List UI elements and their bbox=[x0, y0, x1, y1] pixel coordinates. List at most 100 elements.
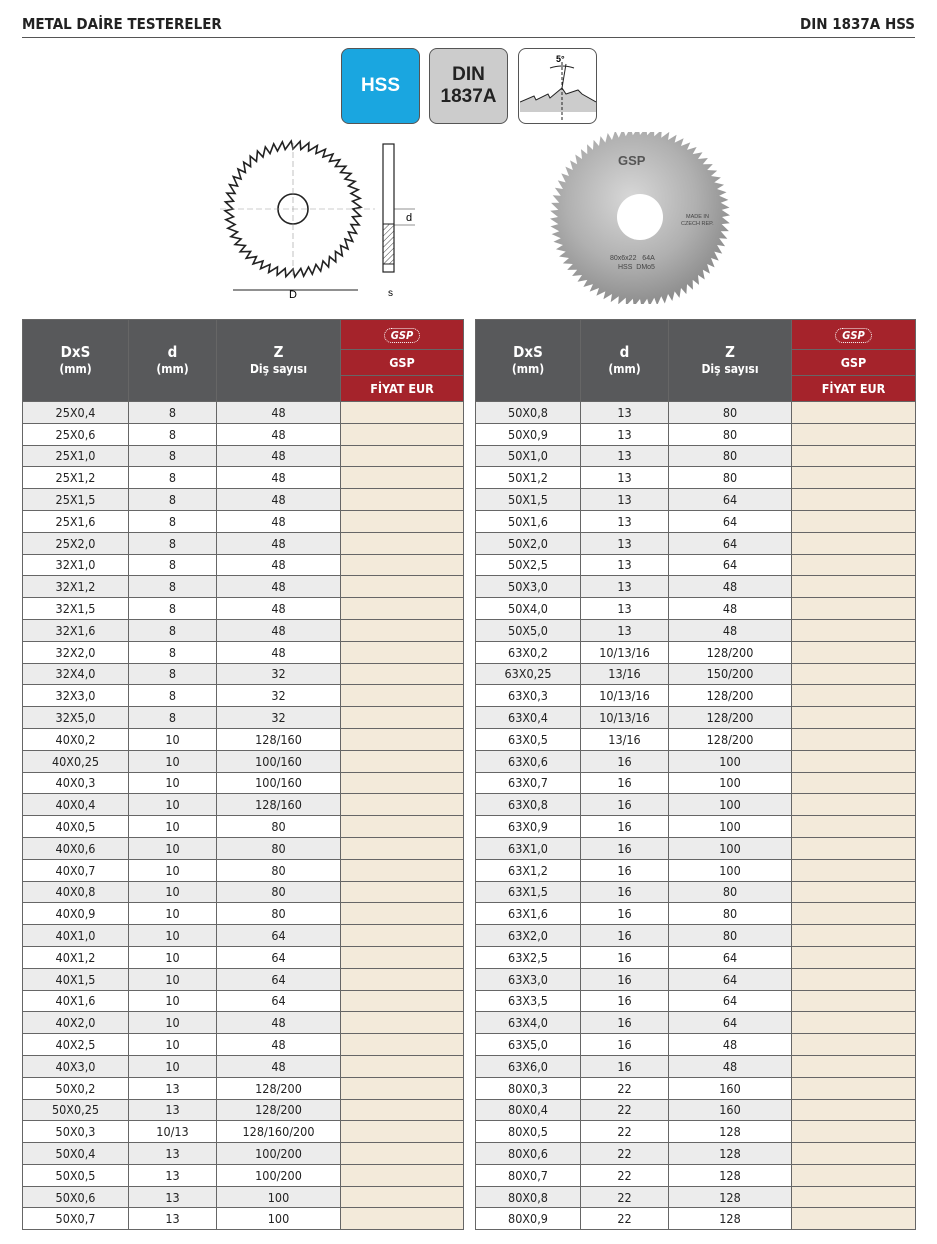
cell-price[interactable] bbox=[340, 1054, 464, 1078]
cell-dxs: 63X2,5 bbox=[475, 945, 581, 969]
cell-price[interactable] bbox=[791, 1033, 916, 1056]
cell-dxs: 40X1,6 bbox=[22, 989, 129, 1013]
cell-dxs: 32X5,0 bbox=[22, 706, 129, 729]
cell-price[interactable] bbox=[340, 1163, 464, 1187]
cell-d: 8 bbox=[128, 509, 217, 533]
cell-z: 80 bbox=[668, 401, 792, 424]
cell-z: 80 bbox=[668, 902, 792, 926]
cell-price[interactable] bbox=[791, 597, 916, 620]
cell-price[interactable] bbox=[340, 1207, 464, 1231]
cell-price[interactable] bbox=[340, 793, 464, 817]
cell-price[interactable] bbox=[340, 422, 464, 446]
cell-price[interactable] bbox=[791, 1120, 916, 1144]
cell-d: 16 bbox=[580, 815, 669, 838]
cell-price[interactable] bbox=[340, 1120, 464, 1144]
cell-price[interactable] bbox=[791, 444, 916, 468]
cell-price[interactable] bbox=[791, 684, 916, 708]
cell-z: 48 bbox=[216, 597, 341, 620]
cell-price[interactable] bbox=[340, 967, 464, 991]
cell-price[interactable] bbox=[340, 706, 464, 729]
cell-price[interactable] bbox=[340, 466, 464, 490]
price-table-right: DxS (mm) d (mm) Z Diş sayısı GSP GSP FİYAT … bbox=[475, 319, 916, 1231]
cell-price[interactable] bbox=[791, 749, 916, 773]
cell-price[interactable] bbox=[340, 1033, 464, 1056]
cell-price[interactable] bbox=[791, 815, 916, 838]
cell-price[interactable] bbox=[340, 1142, 464, 1165]
cell-price[interactable] bbox=[791, 902, 916, 926]
cell-price[interactable] bbox=[791, 771, 916, 795]
cell-price[interactable] bbox=[791, 793, 916, 817]
cell-price[interactable] bbox=[791, 618, 916, 642]
cell-price[interactable] bbox=[340, 575, 464, 599]
cell-d: 10/13/16 bbox=[580, 706, 669, 729]
cell-price[interactable] bbox=[340, 488, 464, 511]
cell-price[interactable] bbox=[791, 640, 916, 664]
cell-price[interactable] bbox=[791, 945, 916, 969]
cell-price[interactable] bbox=[791, 401, 916, 424]
cell-price[interactable] bbox=[791, 924, 916, 947]
cell-price[interactable] bbox=[791, 553, 916, 577]
cell-dxs: 25X0,6 bbox=[22, 422, 129, 446]
cell-price[interactable] bbox=[340, 945, 464, 969]
cell-price[interactable] bbox=[791, 1185, 916, 1209]
cell-price[interactable] bbox=[340, 444, 464, 468]
cell-price[interactable] bbox=[791, 662, 916, 686]
cell-price[interactable] bbox=[340, 771, 464, 795]
cell-d: 10 bbox=[128, 1033, 217, 1056]
cell-price[interactable] bbox=[340, 989, 464, 1013]
cell-d: 13 bbox=[128, 1142, 217, 1165]
cell-price[interactable] bbox=[791, 488, 916, 511]
cell-z: 100 bbox=[668, 858, 792, 882]
cell-dxs: 63X1,6 bbox=[475, 902, 581, 926]
cell-price[interactable] bbox=[340, 509, 464, 533]
cell-price[interactable] bbox=[791, 1054, 916, 1078]
cell-price[interactable] bbox=[340, 531, 464, 555]
cell-price[interactable] bbox=[340, 1098, 464, 1122]
cell-z: 100 bbox=[216, 1207, 341, 1231]
cell-price[interactable] bbox=[791, 727, 916, 751]
cell-price[interactable] bbox=[340, 553, 464, 577]
cell-price[interactable] bbox=[340, 749, 464, 773]
cell-price[interactable] bbox=[791, 836, 916, 860]
cell-price[interactable] bbox=[791, 967, 916, 991]
cell-d: 13 bbox=[128, 1163, 217, 1187]
table-row: 63X1,5 16 80 bbox=[475, 880, 916, 904]
cell-z: 48 bbox=[216, 1054, 341, 1078]
cell-price[interactable] bbox=[791, 466, 916, 490]
cell-price[interactable] bbox=[340, 640, 464, 664]
cell-price[interactable] bbox=[340, 858, 464, 882]
cell-price[interactable] bbox=[791, 989, 916, 1013]
cell-price[interactable] bbox=[340, 836, 464, 860]
cell-price[interactable] bbox=[340, 662, 464, 686]
cell-price[interactable] bbox=[791, 1098, 916, 1122]
cell-price[interactable] bbox=[340, 727, 464, 751]
cell-price[interactable] bbox=[791, 1142, 916, 1165]
cell-price[interactable] bbox=[340, 401, 464, 424]
cell-price[interactable] bbox=[791, 509, 916, 533]
cell-price[interactable] bbox=[340, 880, 464, 904]
cell-price[interactable] bbox=[791, 1163, 916, 1187]
cell-price[interactable] bbox=[340, 1076, 464, 1100]
cell-price[interactable] bbox=[340, 618, 464, 642]
cell-price[interactable] bbox=[791, 575, 916, 599]
cell-dxs: 63X0,9 bbox=[475, 815, 581, 838]
cell-z: 128/200 bbox=[668, 640, 792, 664]
cell-price[interactable] bbox=[340, 924, 464, 947]
cell-price[interactable] bbox=[791, 1076, 916, 1100]
cell-price[interactable] bbox=[340, 902, 464, 926]
cell-price[interactable] bbox=[340, 684, 464, 708]
cell-price[interactable] bbox=[791, 422, 916, 446]
cell-price[interactable] bbox=[791, 1011, 916, 1035]
cell-dxs: 32X4,0 bbox=[22, 662, 129, 686]
cell-price[interactable] bbox=[791, 1207, 916, 1231]
cell-price[interactable] bbox=[340, 815, 464, 838]
cell-price[interactable] bbox=[791, 858, 916, 882]
cell-price[interactable] bbox=[791, 531, 916, 555]
cell-price[interactable] bbox=[791, 880, 916, 904]
cell-price[interactable] bbox=[340, 1185, 464, 1209]
cell-price[interactable] bbox=[340, 1011, 464, 1035]
cell-price[interactable] bbox=[340, 597, 464, 620]
angle-label: 5° bbox=[556, 54, 565, 64]
cell-price[interactable] bbox=[791, 706, 916, 729]
cell-z: 48 bbox=[668, 618, 792, 642]
